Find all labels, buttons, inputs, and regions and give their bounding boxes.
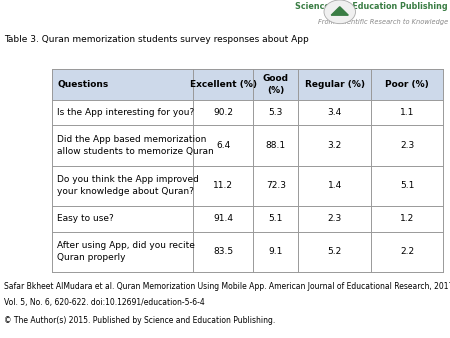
Text: Vol. 5, No. 6, 620-622. doi:10.12691/education-5-6-4: Vol. 5, No. 6, 620-622. doi:10.12691/edu… xyxy=(4,298,205,307)
Text: 1.2: 1.2 xyxy=(400,214,414,223)
Text: Poor (%): Poor (%) xyxy=(385,80,429,89)
Polygon shape xyxy=(331,7,348,15)
Circle shape xyxy=(324,0,356,24)
Text: 5.2: 5.2 xyxy=(328,247,342,256)
Text: From Scientific Research to Knowledge: From Scientific Research to Knowledge xyxy=(318,19,448,25)
Text: 2.3: 2.3 xyxy=(328,214,342,223)
Text: 5.1: 5.1 xyxy=(269,214,283,223)
Text: Questions: Questions xyxy=(57,80,108,89)
Text: 2.3: 2.3 xyxy=(400,141,414,150)
Text: 83.5: 83.5 xyxy=(213,247,233,256)
Text: Is the App interesting for you?: Is the App interesting for you? xyxy=(57,108,194,117)
Text: Science and Education Publishing: Science and Education Publishing xyxy=(295,2,448,11)
Text: 91.4: 91.4 xyxy=(213,214,233,223)
Bar xyxy=(52,100,443,125)
Text: 2.2: 2.2 xyxy=(400,247,414,256)
Text: Easy to use?: Easy to use? xyxy=(57,214,114,223)
Text: 3.4: 3.4 xyxy=(328,108,342,117)
Text: After using App, did you recite
Quran properly: After using App, did you recite Quran pr… xyxy=(57,241,195,262)
Text: Do you think the App improved
your knowledge about Quran?: Do you think the App improved your knowl… xyxy=(57,175,199,196)
Text: 9.1: 9.1 xyxy=(269,247,283,256)
Text: 90.2: 90.2 xyxy=(213,108,233,117)
Text: 1.4: 1.4 xyxy=(328,182,342,190)
Text: Safar Bkheet AlMudara et al. Quran Memorization Using Mobile App. American Journ: Safar Bkheet AlMudara et al. Quran Memor… xyxy=(4,282,450,291)
Text: 1.1: 1.1 xyxy=(400,108,414,117)
Text: 5.3: 5.3 xyxy=(269,108,283,117)
Text: 72.3: 72.3 xyxy=(266,182,286,190)
Text: 6.4: 6.4 xyxy=(216,141,230,150)
Text: 88.1: 88.1 xyxy=(266,141,286,150)
Text: 11.2: 11.2 xyxy=(213,182,233,190)
Text: 5.1: 5.1 xyxy=(400,182,414,190)
Text: Good
(%): Good (%) xyxy=(263,74,289,95)
Text: Regular (%): Regular (%) xyxy=(305,80,365,89)
Text: Excellent (%): Excellent (%) xyxy=(189,80,256,89)
Text: 3.2: 3.2 xyxy=(328,141,342,150)
Bar xyxy=(52,69,443,100)
Text: Table 3. Quran memorization students survey responses about App: Table 3. Quran memorization students sur… xyxy=(4,35,309,45)
Bar xyxy=(52,206,443,232)
Text: Did the App based memorization
allow students to memorize Quran: Did the App based memorization allow stu… xyxy=(57,135,214,156)
Text: © The Author(s) 2015. Published by Science and Education Publishing.: © The Author(s) 2015. Published by Scien… xyxy=(4,316,276,325)
